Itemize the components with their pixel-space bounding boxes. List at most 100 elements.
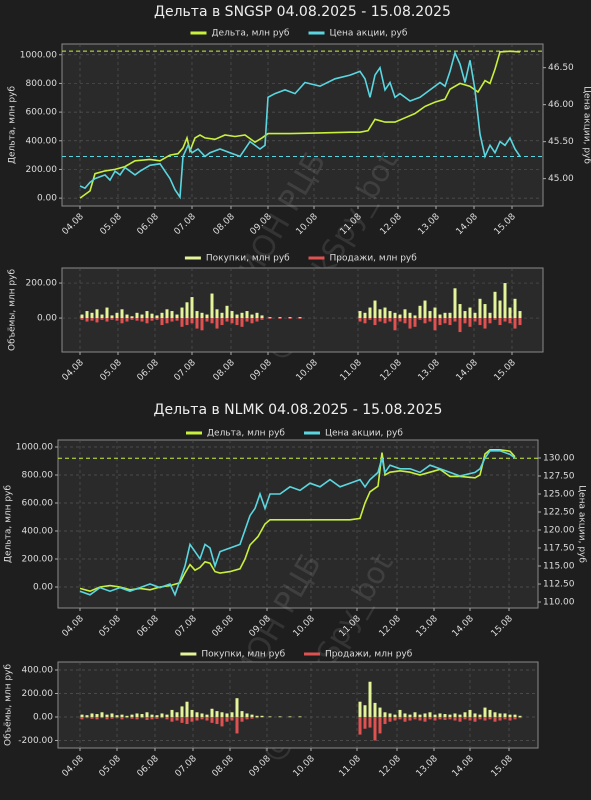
bar (298, 716, 302, 717)
bar (170, 709, 174, 717)
bar (215, 711, 219, 717)
bar (185, 318, 189, 326)
bar (368, 681, 372, 717)
bar (135, 312, 139, 319)
bar (458, 318, 462, 333)
bar (423, 713, 427, 717)
bar (125, 318, 129, 322)
bar (478, 714, 482, 717)
bar (358, 311, 362, 319)
bar (120, 309, 124, 319)
bar (288, 318, 292, 319)
bar (175, 314, 179, 319)
y2-tick-label: 46.00 (548, 100, 574, 110)
y2-tick-label: 125.00 (543, 490, 575, 500)
bar (155, 318, 159, 320)
bar (205, 714, 209, 717)
y-tick-label: -200.00 (18, 736, 53, 746)
bar (518, 311, 522, 319)
bar (90, 312, 94, 319)
bar (210, 716, 214, 723)
bar (298, 318, 302, 319)
bar (185, 701, 189, 717)
bar (235, 314, 239, 319)
bar (483, 707, 487, 717)
bar (448, 318, 452, 326)
bar (180, 318, 184, 327)
bar (235, 698, 239, 717)
bar (473, 312, 477, 319)
bar (180, 716, 184, 723)
bar (160, 713, 164, 717)
bar (298, 317, 302, 319)
bar (503, 713, 507, 717)
bar (508, 716, 512, 721)
bar (513, 716, 517, 720)
bar (215, 716, 219, 725)
bar (240, 716, 244, 722)
bar (165, 318, 169, 324)
y2-tick-label: 46.50 (548, 63, 574, 73)
y2-tick-label: 115.00 (543, 562, 575, 572)
bar (240, 312, 244, 319)
bar (180, 706, 184, 717)
bar (95, 716, 99, 720)
bar (488, 318, 492, 324)
bar (155, 715, 159, 717)
bar (160, 318, 164, 326)
plot-area (61, 267, 544, 353)
bar (378, 318, 382, 322)
bar (448, 716, 452, 720)
bar (438, 318, 442, 326)
bar (145, 318, 149, 324)
legend-label: Дельта, млн руб (207, 429, 285, 439)
bar (160, 716, 164, 719)
bar (473, 716, 477, 722)
bar (80, 314, 84, 319)
bar (250, 318, 254, 324)
bar (468, 318, 472, 327)
bar (80, 714, 84, 717)
bar (443, 318, 447, 324)
bar (458, 716, 462, 722)
bar (468, 709, 472, 717)
chart-title: Дельта в SNGSP 04.08.2025 - 15.08.2025 (154, 4, 451, 20)
bar (185, 716, 189, 725)
bar (205, 318, 209, 322)
bar (388, 713, 392, 717)
bar (408, 312, 412, 319)
bar (220, 716, 224, 727)
bar (433, 318, 437, 331)
y-tick-label: 400.00 (22, 665, 54, 675)
bar (250, 714, 254, 717)
bar (205, 716, 209, 721)
bar (358, 701, 362, 717)
y-tick-label: 0.00 (37, 314, 57, 324)
bar (140, 314, 144, 319)
bar (433, 307, 437, 319)
bar (120, 714, 124, 717)
y-tick-label: 400.00 (22, 527, 54, 537)
bar (368, 716, 372, 728)
bar (398, 716, 402, 720)
bar (468, 716, 472, 721)
bar (363, 318, 367, 324)
bar (90, 713, 94, 717)
bar (448, 312, 452, 319)
chart-title: Дельта в NLMK 04.08.2025 - 15.08.2025 (154, 402, 443, 418)
bar (170, 318, 174, 322)
bar (478, 716, 482, 720)
bar (260, 318, 264, 320)
bar (195, 712, 199, 717)
bar (210, 318, 214, 324)
bar (220, 318, 224, 326)
bar (220, 712, 224, 717)
bar (130, 716, 134, 719)
bar (518, 715, 522, 717)
bar (268, 318, 272, 319)
y-tick-label: 0.00 (37, 194, 57, 204)
bar (413, 318, 417, 327)
bar (363, 312, 367, 319)
